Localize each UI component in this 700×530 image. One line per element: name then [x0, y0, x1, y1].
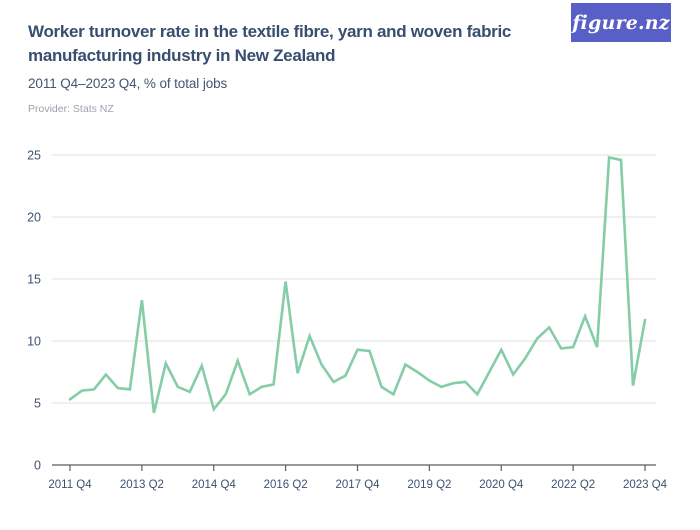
chart-area: 0 5 10 15 20 25 2011 Q4 2013 Q2 2014 Q4 2016 Q2 20…: [0, 145, 700, 525]
x-tick-label: 2014 Q4: [192, 479, 237, 491]
page-title: Worker turnover rate in the textile fibr…: [28, 22, 512, 66]
turnover-line: [68, 155, 647, 414]
x-tick-label: 2017 Q4: [335, 479, 380, 491]
y-tick-label: 25: [27, 149, 41, 163]
x-tick-label: 2011 Q4: [48, 479, 92, 491]
y-tick-label: 10: [27, 335, 41, 349]
figurenz-logo-text: figure.nz: [572, 11, 670, 34]
y-tick-label: 5: [34, 397, 41, 411]
x-tick-label: 2023 Q4: [623, 479, 668, 491]
x-tick-label: 2019 Q2: [407, 479, 451, 491]
y-tick-label: 20: [27, 211, 41, 225]
x-tick-label: 2022 Q2: [551, 479, 595, 491]
y-tick-label: 15: [27, 273, 41, 287]
x-tick-label: 2013 Q2: [120, 479, 164, 491]
provider-label: Provider: Stats NZ: [28, 103, 114, 116]
chart-subtitle: 2011 Q4–2023 Q4, % of total jobs: [28, 76, 228, 92]
x-tick-label: 2016 Q2: [264, 479, 308, 491]
x-tick-label: 2020 Q4: [479, 479, 524, 491]
y-tick-label: 0: [34, 459, 41, 473]
turnover-line-chart: 0 5 10 15 20 25 2011 Q4 2013 Q2 2014 Q4 2016 Q2 20…: [27, 149, 668, 492]
chart-header: Worker turnover rate in the textile fibr…: [28, 20, 593, 115]
figurenz-logo[interactable]: figure.nz: [571, 3, 671, 42]
